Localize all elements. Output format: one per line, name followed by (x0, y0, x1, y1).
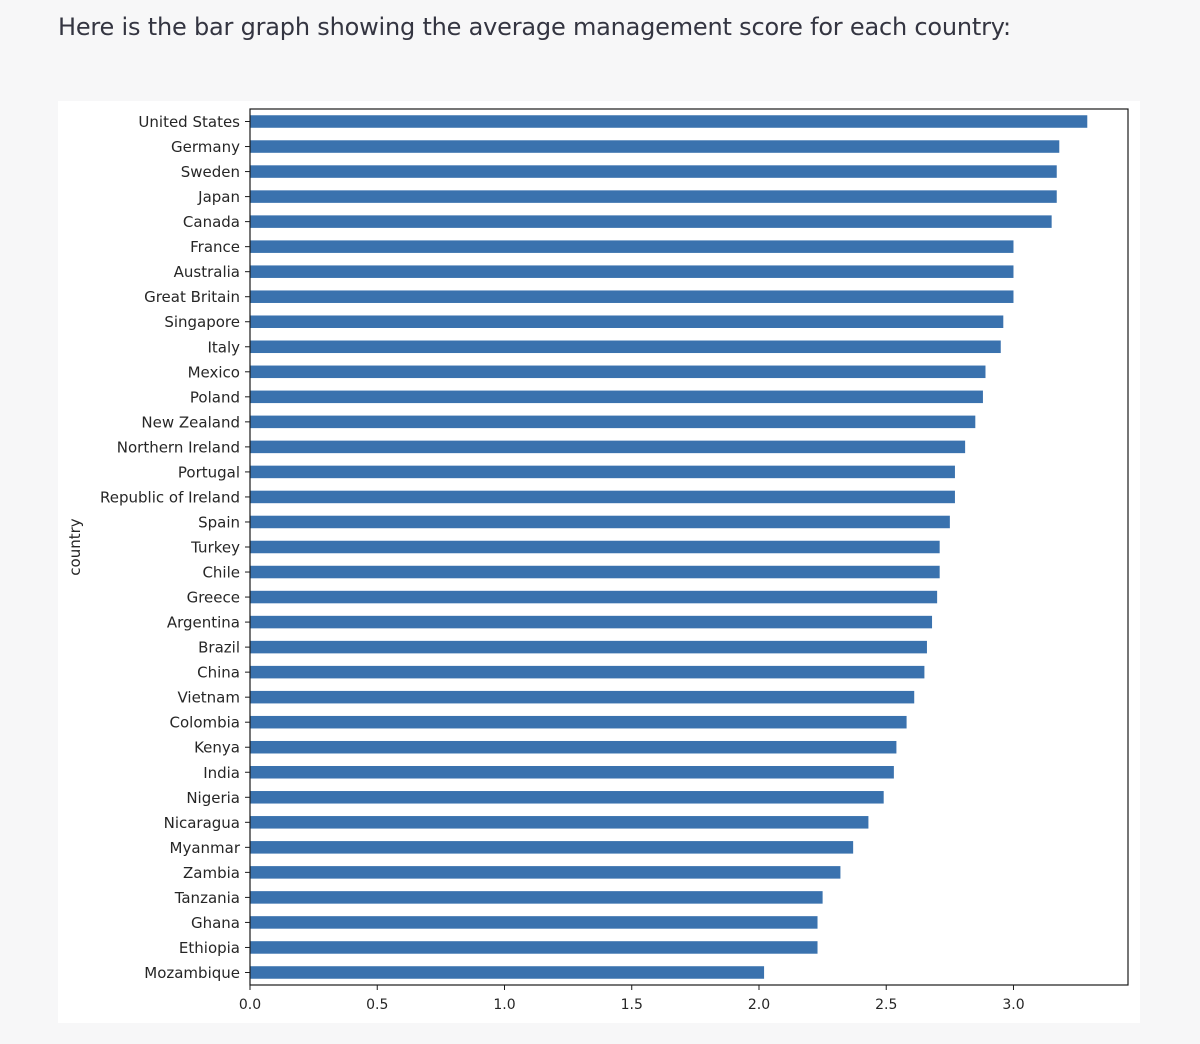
bar-mexico (250, 365, 986, 379)
y-tick-label: Ethiopia (179, 939, 240, 957)
bar-germany (250, 140, 1060, 153)
y-tick-label: Colombia (170, 714, 241, 732)
y-tick-label: Spain (198, 513, 240, 531)
y-tick-label: France (190, 238, 240, 256)
bar-zambia (250, 866, 841, 879)
y-tick-label: Nicaragua (164, 814, 240, 832)
y-tick-label: United States (138, 113, 240, 131)
y-tick-label: Republic of Ireland (100, 488, 240, 506)
bar-great-britain (250, 290, 1014, 303)
y-tick-label: Poland (190, 388, 240, 406)
bar-ghana (250, 916, 818, 929)
bar-sweden (250, 165, 1057, 178)
bar-chart: United States Germany Sweden Japan Canada Fra… (66, 108, 1129, 1013)
y-tick-label: New Zealand (141, 413, 240, 431)
x-tick-label: 0.5 (366, 997, 388, 1013)
y-tick-label: Germany (171, 138, 240, 156)
bar-canada (250, 215, 1052, 228)
y-tick-label: Greece (187, 589, 240, 607)
bar-nigeria (250, 791, 884, 804)
y-tick-label: Japan (197, 188, 240, 206)
bar-france (250, 240, 1014, 253)
bar-new-zealand (250, 415, 976, 429)
bar-italy (250, 340, 1001, 354)
y-tick-label: Tanzania (174, 889, 240, 907)
y-tick-label: Canada (183, 213, 240, 231)
y-tick-label: Australia (174, 263, 240, 281)
bar-tanzania (250, 891, 823, 904)
y-tick-label: India (203, 764, 240, 782)
x-tick-label: 1.0 (493, 997, 515, 1013)
bar-kenya (250, 740, 897, 754)
bar-australia (250, 265, 1014, 278)
y-tick-label: Zambia (183, 864, 240, 882)
y-tick-label: Nigeria (186, 789, 240, 807)
bar-china (250, 665, 925, 679)
bar-argentina (250, 615, 933, 629)
y-tick-label: Mexico (188, 363, 240, 381)
bar-greece (250, 590, 938, 604)
bar-myanmar (250, 841, 854, 854)
y-tick-label: Sweden (181, 163, 240, 181)
y-tick-label: Portugal (178, 463, 240, 481)
bar-poland (250, 390, 983, 404)
y-tick-label: Italy (207, 338, 240, 356)
x-tick-label: 1.5 (621, 997, 643, 1013)
bar-nicaragua (250, 816, 869, 829)
bar-spain (250, 515, 950, 529)
x-axis-ticks: 0.0 0.5 1.0 1.5 2.0 2.5 3.0 (239, 985, 1025, 1013)
bars-layer (250, 115, 1088, 979)
x-tick-label: 2.0 (748, 997, 770, 1013)
bar-colombia (250, 715, 907, 729)
y-tick-label: Turkey (190, 539, 240, 557)
bar-mozambique (250, 966, 765, 979)
x-tick-label: 0.0 (239, 997, 261, 1013)
bar-singapore (250, 315, 1004, 328)
bar-brazil (250, 640, 927, 654)
x-tick-label: 2.5 (875, 997, 897, 1013)
y-tick-label: Singapore (164, 313, 240, 331)
chart-card: United States Germany Sweden Japan Canada Fra… (58, 101, 1140, 1023)
bar-ethiopia (250, 941, 818, 954)
bar-vietnam (250, 690, 915, 704)
y-tick-label: Ghana (191, 914, 240, 932)
y-tick-label: Myanmar (170, 839, 241, 857)
bar-india (250, 766, 894, 779)
bar-chile (250, 565, 940, 579)
bar-japan (250, 190, 1057, 203)
y-tick-label: Vietnam (177, 689, 240, 707)
bar-northern-ireland (250, 440, 966, 454)
y-axis-label: country (66, 518, 84, 575)
x-tick-label: 3.0 (1002, 997, 1024, 1013)
y-tick-label: China (197, 664, 240, 682)
y-axis-ticks: United States Germany Sweden Japan Canada Fra… (100, 113, 250, 982)
y-tick-label: Mozambique (144, 964, 240, 982)
bar-republic-of-ireland (250, 490, 955, 504)
y-tick-label: Northern Ireland (117, 438, 240, 456)
bar-turkey (250, 540, 940, 554)
y-tick-label: Argentina (167, 614, 240, 632)
y-tick-label: Brazil (198, 639, 240, 657)
y-tick-label: Kenya (194, 739, 240, 757)
bar-portugal (250, 465, 955, 479)
assistant-message-text: Here is the bar graph showing the averag… (58, 13, 1011, 41)
bar-united-states (250, 115, 1088, 128)
y-tick-label: Great Britain (144, 288, 240, 306)
y-tick-label: Chile (202, 564, 240, 582)
